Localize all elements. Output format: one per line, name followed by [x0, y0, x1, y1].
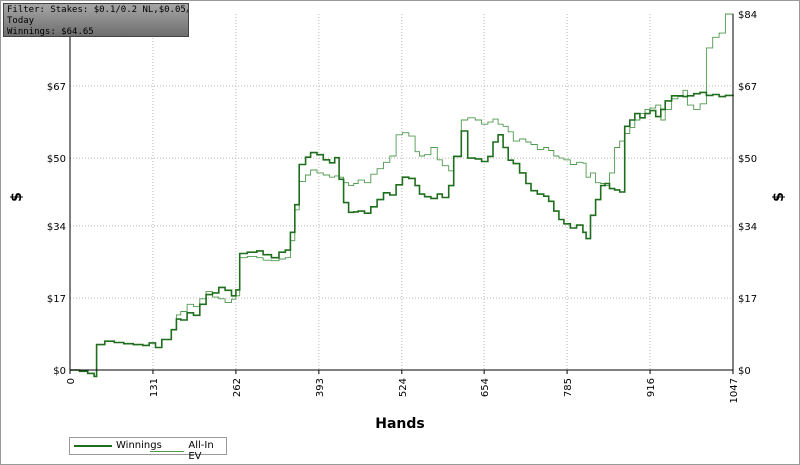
x-tick-label: 393 — [315, 378, 326, 397]
filter-date-text: Today — [7, 16, 35, 26]
x-tick-label: 916 — [646, 378, 657, 397]
x-tick-label: 131 — [149, 378, 160, 397]
filter-info-box: Filter: Stakes: $0.1/0.2 NL,$0.05/0.1 NL… — [3, 3, 189, 37]
legend-swatch-winnings — [74, 444, 112, 447]
y-tick-label-right: $50 — [738, 154, 757, 165]
legend-item-winnings: Winnings — [74, 440, 162, 451]
x-tick-label: 654 — [480, 378, 491, 397]
legend-label-allin: All-In EV — [188, 440, 214, 462]
y-tick-label-left: $50 — [47, 154, 66, 165]
y-tick-label-left: $34 — [47, 222, 66, 233]
series-layer — [70, 13, 734, 378]
x-tick-label: 524 — [398, 378, 409, 397]
legend-label-winnings: Winnings — [116, 440, 162, 451]
filter-stakes-text: Filter: Stakes: $0.1/0.2 NL,$0.05/0.1 NL — [7, 5, 188, 15]
x-axis-title: Hands — [375, 416, 425, 432]
x-tick-label: 0 — [66, 378, 77, 384]
legend: Winnings All-In EV — [69, 437, 227, 462]
y-tick-label-left: $0 — [53, 366, 66, 377]
legend-item-allin: All-In EV — [150, 440, 226, 462]
filter-winnings-text: Winnings: $64.65 — [7, 27, 94, 37]
legend-swatch-allin — [150, 450, 185, 452]
grid — [69, 14, 734, 374]
y-tick-label-right: $0 — [738, 366, 751, 377]
y-tick-label-right: $17 — [738, 294, 757, 305]
y-axis-title-left: $ — [9, 192, 25, 202]
x-tick-label: 262 — [232, 378, 243, 397]
y-tick-label-right: $84 — [738, 10, 757, 21]
tick-labels: 0 131 262 393 524 654 785 916 1047$0 $0$17 $17$34 $… — [47, 10, 757, 403]
series-line-winnings — [70, 91, 734, 378]
y-tick-label-left: $67 — [47, 82, 66, 93]
y-tick-label-right: $67 — [738, 82, 757, 93]
y-tick-label-left: $17 — [47, 294, 66, 305]
x-tick-label: 785 — [563, 378, 574, 397]
y-axis-title-right: $ — [771, 192, 787, 202]
x-tick-label: 1047 — [729, 378, 740, 403]
y-tick-label-right: $34 — [738, 222, 757, 233]
